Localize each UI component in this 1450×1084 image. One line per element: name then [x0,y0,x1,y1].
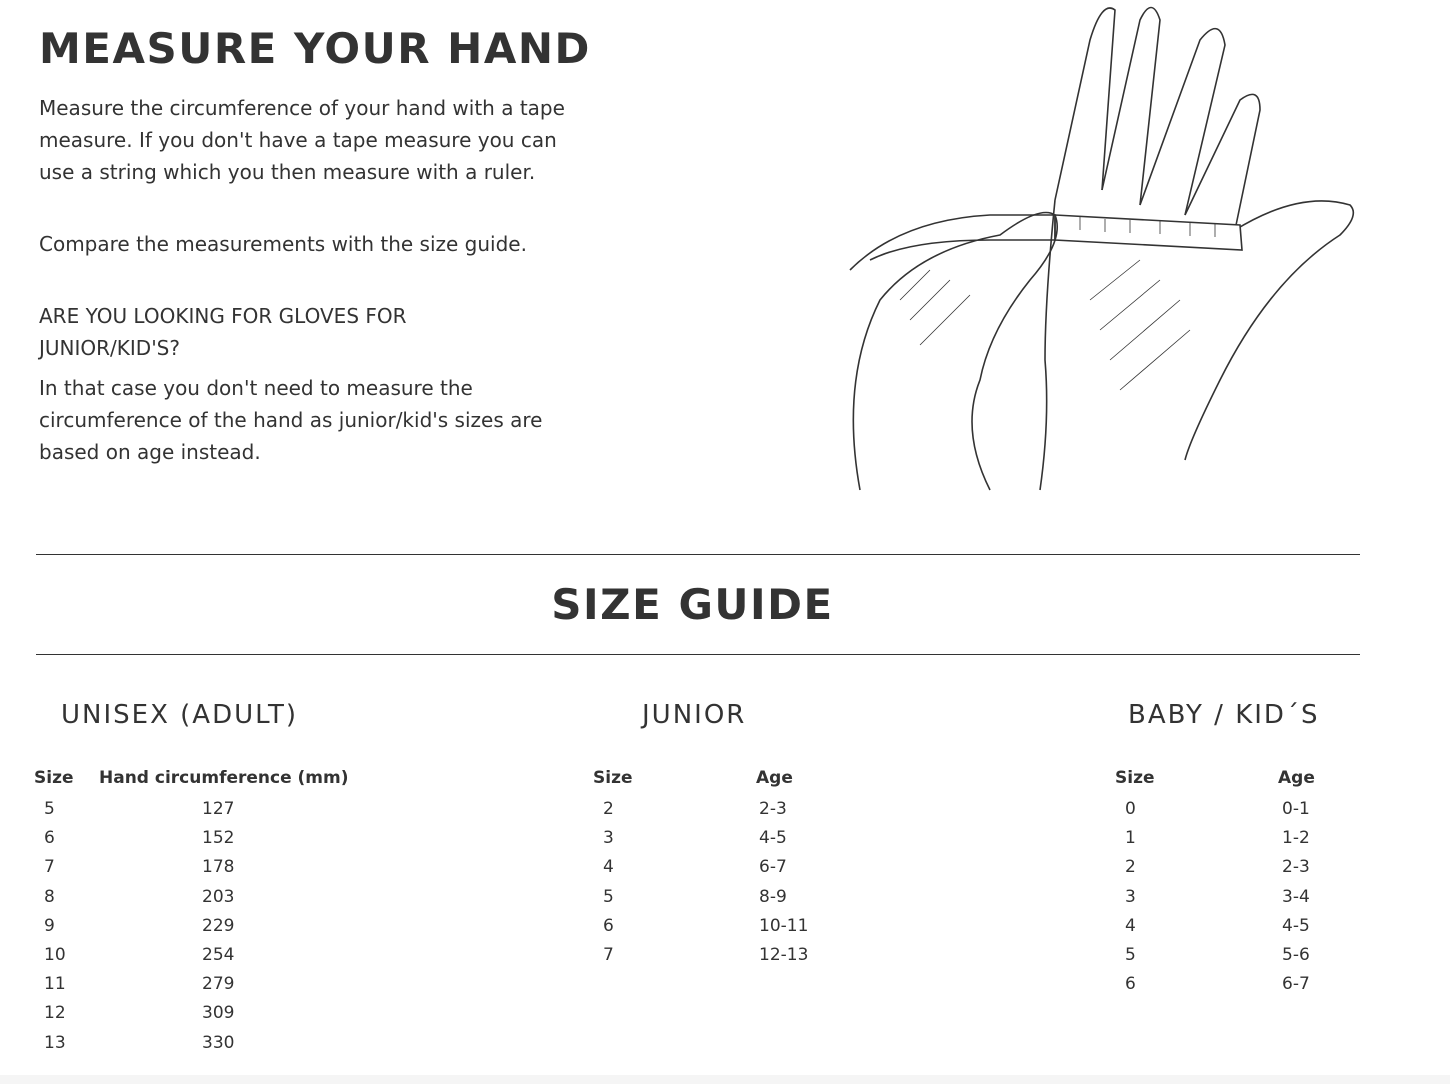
table-cell: 6-7 [759,857,787,878]
unisex-size-header: Size [34,768,74,788]
table-cell: 309 [202,1003,235,1024]
junior-age-column: 2-3 4-5 6-7 8-9 10-11 12-13 [759,797,808,972]
table-cell: 1-2 [1282,828,1310,849]
junior-size-header: Size [593,768,633,788]
table-cell: 1 [1125,828,1136,849]
table-cell: 5 [1125,944,1136,965]
baby-size-column: 0 1 2 3 4 5 6 [1125,797,1136,1001]
table-cell: 3-4 [1282,886,1310,907]
divider-bottom [36,654,1360,655]
footer-strip [0,1075,1450,1084]
size-guide-title: SIZE GUIDE [551,580,834,629]
unisex-heading: UNISEX (ADULT) [61,700,299,730]
table-cell: 5 [603,886,614,907]
table-cell: 127 [202,799,235,819]
hand-measuring-illustration [849,6,1355,491]
table-cell: 4 [1125,915,1136,936]
table-cell: 10 [44,944,66,965]
compare-paragraph: Compare the measurements with the size g… [39,232,527,256]
table-cell: 8-9 [759,886,787,907]
table-cell: 2 [603,799,614,819]
baby-heading: BABY / KID´S [1128,700,1320,730]
table-cell: 229 [202,915,235,936]
table-cell: 4-5 [759,828,787,849]
junior-heading: JUNIOR [642,700,747,730]
junior-question: ARE YOU LOOKING FOR GLOVES FOR JUNIOR/KI… [39,304,407,360]
table-cell: 6-7 [1282,974,1310,995]
table-cell: 7 [44,857,55,878]
table-cell: 178 [202,857,235,878]
table-cell: 12-13 [759,944,809,965]
table-cell: 152 [202,828,235,849]
table-cell: 4-5 [1282,915,1310,936]
table-cell: 2-3 [759,799,787,819]
table-cell: 6 [603,915,614,936]
table-cell: 12 [44,1003,66,1024]
table-cell: 0 [1125,799,1136,819]
table-cell: 11 [44,974,66,995]
junior-answer: In that case you don't need to measure t… [39,376,543,464]
page-title: MEASURE YOUR HAND [39,24,591,73]
table-cell: 5-6 [1282,944,1310,965]
unisex-circumference-header: Hand circumference (mm) [99,768,349,788]
table-cell: 203 [202,886,235,907]
table-cell: 9 [44,915,55,936]
table-cell: 10-11 [759,915,809,936]
divider-top [36,554,1360,555]
table-cell: 6 [1125,974,1136,995]
table-cell: 8 [44,886,55,907]
table-cell: 3 [603,828,614,849]
table-cell: 3 [1125,886,1136,907]
table-cell: 13 [44,1032,66,1053]
table-cell: 6 [44,828,55,849]
table-cell: 2-3 [1282,857,1310,878]
unisex-size-column: 5 6 7 8 9 10 11 12 13 [44,797,66,1060]
table-cell: 2 [1125,857,1136,878]
table-cell: 4 [603,857,614,878]
baby-age-column: 0-1 1-2 2-3 3-4 4-5 5-6 6-7 [1282,797,1310,1001]
junior-size-column: 2 3 4 5 6 7 [603,797,614,972]
table-cell: 330 [202,1032,235,1053]
unisex-circumference-column: 127 152 178 203 229 254 279 309 330 [202,797,234,1060]
table-cell: 7 [603,944,614,965]
baby-size-header: Size [1115,768,1155,788]
table-cell: 5 [44,799,55,819]
table-cell: 279 [202,974,235,995]
table-cell: 0-1 [1282,799,1310,819]
table-cell: 254 [202,944,235,965]
baby-age-header: Age [1278,768,1315,788]
junior-age-header: Age [756,768,793,788]
instructions-paragraph: Measure the circumference of your hand w… [39,96,565,184]
